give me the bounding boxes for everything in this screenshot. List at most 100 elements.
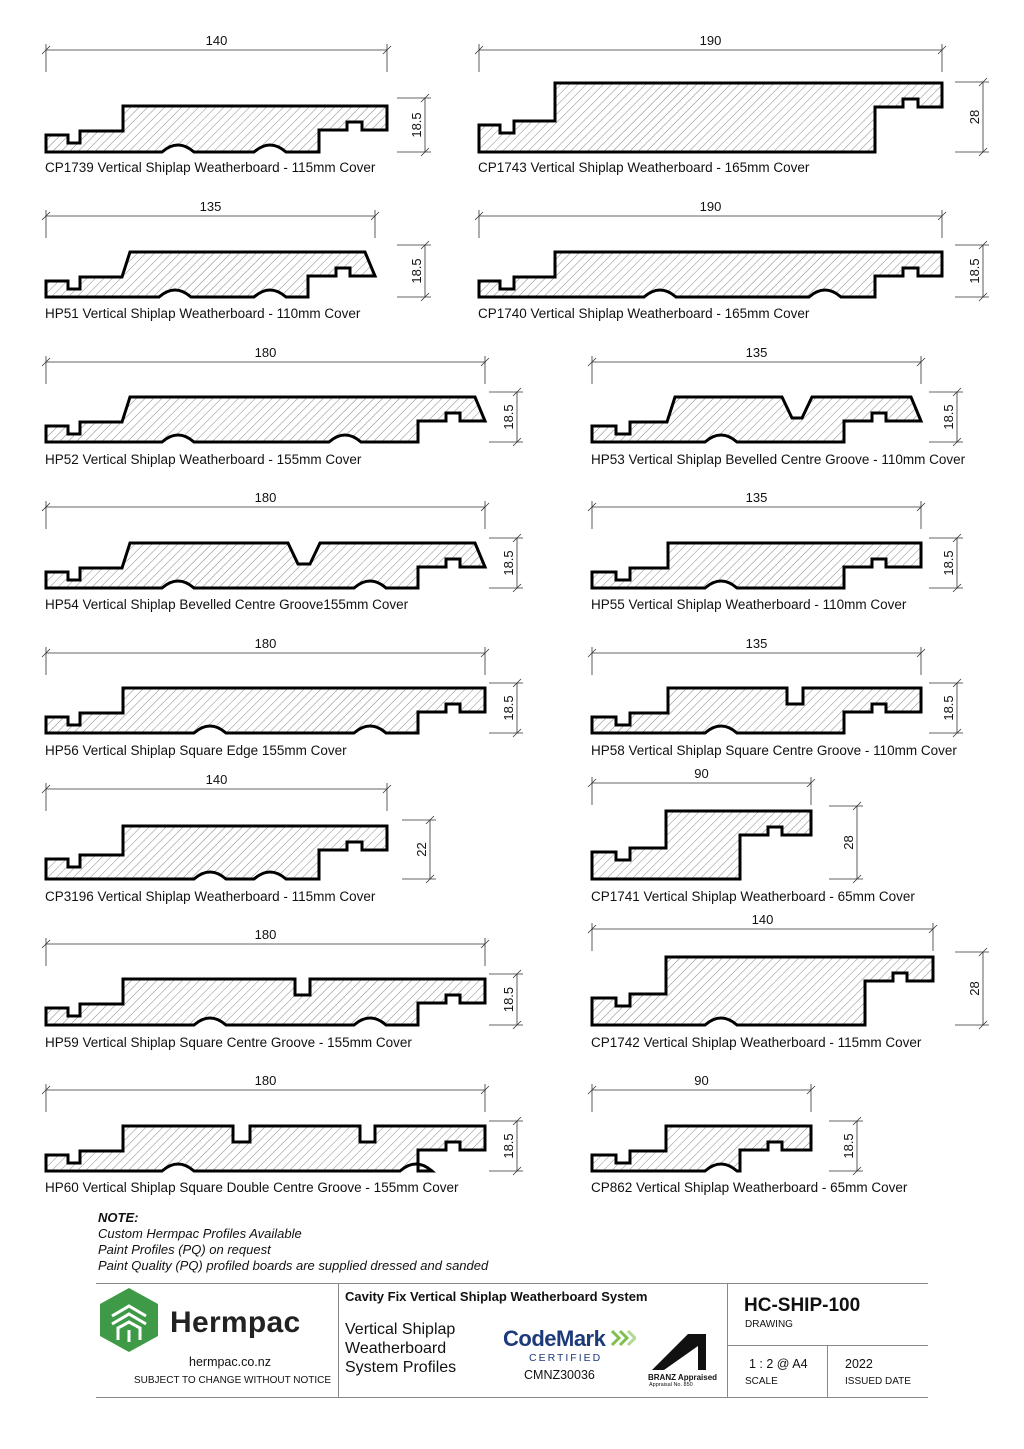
dimension-tick bbox=[978, 147, 988, 157]
profile-hp58: 135 18.5 HP58 Vertical Shiplap Square Cent… bbox=[587, 636, 963, 758]
dimension-tick bbox=[952, 387, 962, 397]
profile-cp862: 90 18.5 CP862 Vertical Shiplap Weatherboar… bbox=[587, 1073, 908, 1195]
profile-shape bbox=[477, 81, 944, 154]
profile-cp3196: 140 22 CP3196 Vertical Shiplap Weatherboar… bbox=[41, 772, 436, 904]
drawing-label: DRAWING bbox=[745, 1319, 793, 1330]
disclaimer: SUBJECT TO CHANGE WITHOUT NOTICE bbox=[134, 1375, 332, 1386]
dimension-tick bbox=[978, 292, 988, 302]
profile-caption: HP56 Vertical Shiplap Square Edge 155mm … bbox=[45, 743, 347, 758]
branz-number: Appraisal No. 850 bbox=[649, 1382, 693, 1388]
dimension-tick bbox=[916, 357, 926, 367]
thickness-label: 18.5 bbox=[501, 987, 516, 1012]
width-label: 135 bbox=[200, 199, 222, 214]
dimension-tick bbox=[41, 1085, 51, 1095]
thickness-label: 18.5 bbox=[409, 112, 424, 137]
profile-hp54: 180 18.5 HP54 Vertical Shiplap Bevelled Ce… bbox=[41, 490, 523, 612]
profile-shape bbox=[44, 686, 487, 735]
dimension-tick bbox=[41, 211, 51, 221]
profile-hp55: 135 18.5 HP55 Vertical Shiplap Weatherboar… bbox=[587, 490, 963, 612]
thickness-label: 28 bbox=[841, 835, 856, 849]
dimension-tick bbox=[41, 939, 51, 949]
titleblock-bottom-rule bbox=[96, 1397, 928, 1398]
dimension-tick bbox=[952, 437, 962, 447]
codemark-number: CMNZ30036 bbox=[524, 1368, 595, 1382]
thickness-label: 18.5 bbox=[941, 695, 956, 720]
profile-caption: CP3196 Vertical Shiplap Weatherboard - 1… bbox=[45, 889, 376, 904]
dimension-tick bbox=[425, 874, 435, 884]
dimension-tick bbox=[916, 648, 926, 658]
width-label: 180 bbox=[255, 636, 277, 651]
dimension-tick bbox=[937, 45, 947, 55]
titleblock-top-rule bbox=[96, 1283, 928, 1284]
subtitle-line: Weatherboard bbox=[345, 1340, 447, 1357]
dimension-tick bbox=[382, 784, 392, 794]
width-label: 190 bbox=[700, 33, 722, 48]
dimension-tick bbox=[806, 778, 816, 788]
dimension-tick bbox=[474, 211, 484, 221]
thickness-label: 18.5 bbox=[501, 1133, 516, 1158]
profile-cp1741: 90 28 CP1741 Vertical Shiplap Weatherboard… bbox=[587, 766, 915, 904]
note-title: NOTE: bbox=[98, 1210, 139, 1225]
profile-shape bbox=[590, 809, 813, 881]
thickness-label: 28 bbox=[967, 981, 982, 995]
profile-shape bbox=[590, 686, 923, 735]
branz-logo-icon bbox=[652, 1334, 706, 1370]
profile-shape bbox=[44, 977, 487, 1027]
drawing-note: NOTE: Custom Hermpac Profiles Available … bbox=[98, 1210, 488, 1274]
width-label: 140 bbox=[206, 772, 228, 787]
dimension-tick bbox=[587, 357, 597, 367]
dimension-tick bbox=[480, 357, 490, 367]
thickness-label: 28 bbox=[967, 110, 982, 124]
profile-shape bbox=[590, 395, 924, 444]
profile-cp1742: 140 28 CP1742 Vertical Shiplap Weatherboar… bbox=[587, 912, 989, 1050]
thickness-label: 18.5 bbox=[501, 550, 516, 575]
dimension-tick bbox=[512, 969, 522, 979]
profile-cp1739: 140 18.5 CP1739 Vertical Shiplap Weatherbo… bbox=[41, 33, 431, 175]
dimension-tick bbox=[852, 874, 862, 884]
dimension-tick bbox=[952, 583, 962, 593]
dimension-tick bbox=[587, 924, 597, 934]
profile-caption: CP1743 Vertical Shiplap Weatherboard - 1… bbox=[478, 160, 810, 175]
hermpac-logo-icon bbox=[100, 1288, 158, 1352]
width-label: 135 bbox=[746, 490, 768, 505]
dimension-tick bbox=[587, 648, 597, 658]
thickness-label: 18.5 bbox=[501, 695, 516, 720]
dimension-tick bbox=[916, 502, 926, 512]
dimension-tick bbox=[512, 387, 522, 397]
profile-caption: CP1741 Vertical Shiplap Weatherboard - 6… bbox=[591, 889, 915, 904]
profile-caption: HP52 Vertical Shiplap Weatherboard - 155… bbox=[45, 452, 362, 467]
width-label: 90 bbox=[694, 766, 708, 781]
profile-hp60: 180 18.5 HP60 Vertical Shiplap Square Doub… bbox=[41, 1073, 523, 1195]
dimension-tick bbox=[978, 77, 988, 87]
width-label: 135 bbox=[746, 345, 768, 360]
profile-shape bbox=[590, 541, 923, 590]
dimension-tick bbox=[480, 1085, 490, 1095]
thickness-label: 18.5 bbox=[941, 404, 956, 429]
dimension-tick bbox=[480, 939, 490, 949]
dimension-tick bbox=[425, 815, 435, 825]
profile-cp1743: 190 28 CP1743 Vertical Shiplap Weatherboar… bbox=[474, 33, 989, 175]
website: hermpac.co.nz bbox=[189, 1355, 271, 1369]
dimension-tick bbox=[937, 211, 947, 221]
titleblock-divider bbox=[827, 1345, 828, 1397]
profile-caption: HP59 Vertical Shiplap Square Centre Groo… bbox=[45, 1035, 412, 1050]
dimension-tick bbox=[382, 45, 392, 55]
dimension-tick bbox=[806, 1085, 816, 1095]
profile-caption: HP58 Vertical Shiplap Square Centre Groo… bbox=[591, 743, 957, 758]
dimension-tick bbox=[420, 292, 430, 302]
subtitle-line: System Profiles bbox=[345, 1359, 457, 1376]
dimension-tick bbox=[852, 1166, 862, 1176]
width-label: 140 bbox=[752, 912, 774, 927]
issued-date: 2022 bbox=[845, 1357, 873, 1371]
dimension-tick bbox=[370, 211, 380, 221]
dimension-tick bbox=[978, 240, 988, 250]
drawing-subtitle: Vertical Shiplap Weatherboard System Pro… bbox=[345, 1320, 505, 1377]
profile-cp1740: 190 18.5 CP1740 Vertical Shiplap Weatherbo… bbox=[474, 199, 989, 321]
system-title: Cavity Fix Vertical Shiplap Weatherboard… bbox=[345, 1289, 648, 1304]
note-line: Paint Profiles (PQ) on request bbox=[98, 1242, 271, 1257]
thickness-label: 22 bbox=[414, 842, 429, 856]
subtitle-line: Vertical Shiplap bbox=[345, 1321, 456, 1338]
profile-shape bbox=[590, 1124, 813, 1173]
profile-shape bbox=[44, 541, 488, 590]
